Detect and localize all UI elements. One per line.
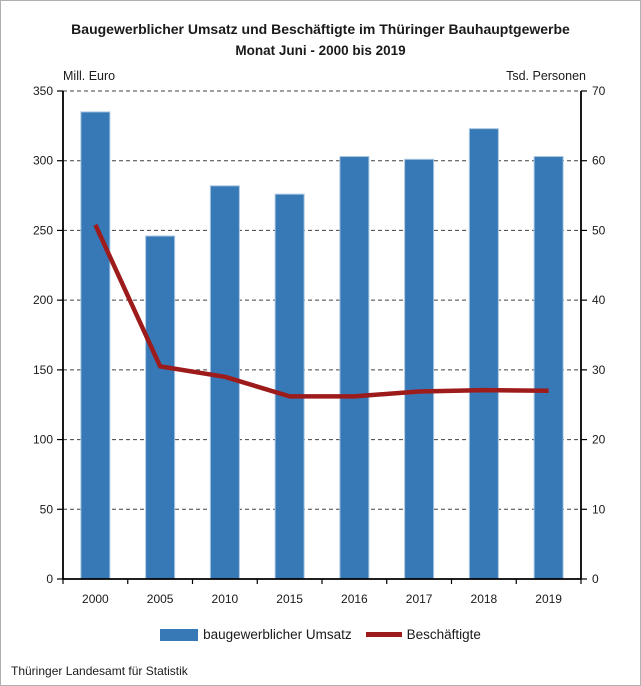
right-tick-label: 0 <box>592 572 599 586</box>
x-category-label: 2017 <box>406 592 433 606</box>
umsatz-bar-2005 <box>145 235 176 580</box>
umsatz-bar-2019 <box>533 156 564 580</box>
umsatz-legend-label: baugewerblicher Umsatz <box>203 627 352 642</box>
right-tick-label: 60 <box>592 154 606 168</box>
beschaeftigte-legend-swatch <box>365 632 402 637</box>
left-tick-label: 350 <box>33 84 53 98</box>
source-label: Thüringer Landesamt für Statistik <box>11 664 188 678</box>
right-tick-label: 50 <box>592 223 606 237</box>
left-tick-label: 100 <box>33 433 53 447</box>
umsatz-bar-2018 <box>468 128 499 580</box>
left-tick-label: 300 <box>33 154 53 168</box>
x-category-label: 2005 <box>147 592 174 606</box>
x-category-label: 2019 <box>535 592 562 606</box>
x-category-label: 2000 <box>82 592 109 606</box>
umsatz-bar-2017 <box>404 158 435 580</box>
left-tick-label: 250 <box>33 223 53 237</box>
left-tick-label: 50 <box>40 502 54 516</box>
left-axis-unit-label: Mill. Euro <box>63 69 116 83</box>
chart-title: Baugewerblicher Umsatz und Beschäftigte … <box>71 21 570 37</box>
umsatz-bar-2016 <box>339 156 370 580</box>
chart-subtitle: Monat Juni - 2000 bis 2019 <box>235 43 406 58</box>
right-tick-label: 70 <box>592 84 606 98</box>
beschaeftigte-line <box>93 223 549 399</box>
x-category-label: 2018 <box>471 592 498 606</box>
umsatz-bar-2010 <box>209 185 240 580</box>
left-tick-label: 200 <box>33 293 53 307</box>
umsatz-legend-swatch <box>160 628 199 641</box>
x-category-label: 2010 <box>212 592 239 606</box>
right-tick-label: 20 <box>592 433 606 447</box>
umsatz-bar-2015 <box>274 193 305 580</box>
umsatz-bar-2000 <box>80 111 111 580</box>
left-tick-label: 0 <box>46 572 53 586</box>
legend: baugewerblicher Umsatz Beschäftigte <box>1 627 640 642</box>
left-tick-label: 150 <box>33 363 53 377</box>
right-axis-unit-label: Tsd. Personen <box>506 69 586 83</box>
x-category-label: 2016 <box>341 592 368 606</box>
right-tick-label: 30 <box>592 363 606 377</box>
x-category-label: 2015 <box>276 592 303 606</box>
right-tick-label: 40 <box>592 293 606 307</box>
beschaeftigte-legend-label: Beschäftigte <box>406 627 481 642</box>
right-tick-label: 10 <box>592 502 606 516</box>
